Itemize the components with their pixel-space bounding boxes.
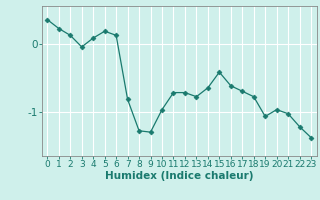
X-axis label: Humidex (Indice chaleur): Humidex (Indice chaleur) — [105, 171, 253, 181]
